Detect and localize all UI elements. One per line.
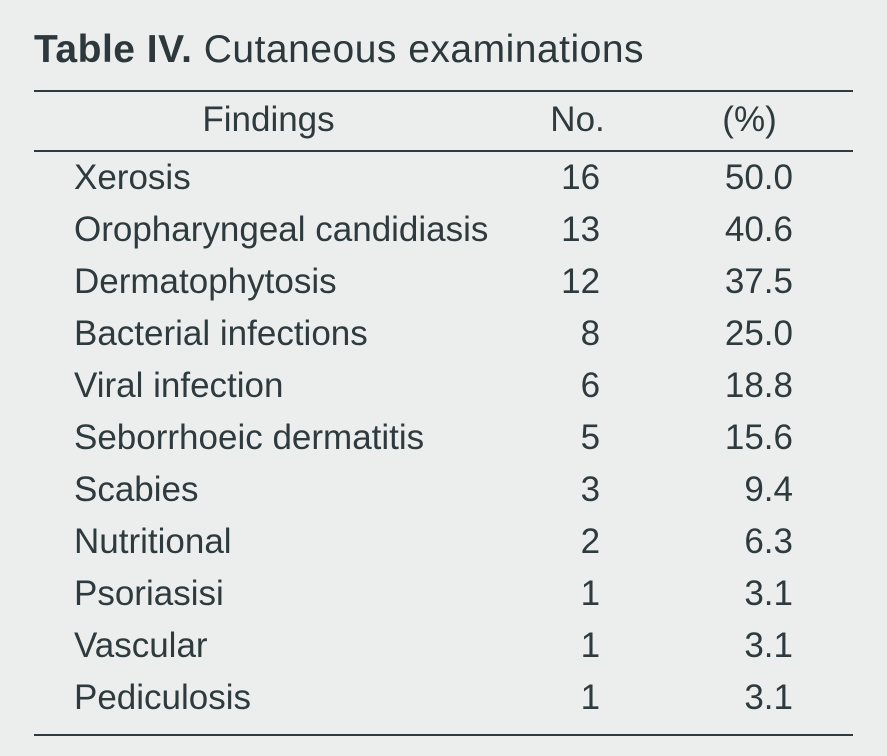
cell-finding: Bacterial infections (34, 308, 509, 360)
cell-pct: 37.5 (640, 256, 853, 308)
title-label-bold: Table IV. (34, 28, 192, 71)
cell-pct: 3.1 (640, 672, 853, 735)
col-header-no: No. (509, 91, 640, 151)
cell-finding: Pediculosis (34, 672, 509, 735)
cell-finding: Psoriasisi (34, 568, 509, 620)
cell-pct: 50.0 (640, 151, 853, 204)
cell-no: 6 (509, 360, 640, 412)
cell-pct: 25.0 (640, 308, 853, 360)
table-body: Xerosis 16 50.0 Oropharyngeal candidiasi… (34, 151, 853, 735)
cell-pct: 40.6 (640, 204, 853, 256)
cell-pct: 3.1 (640, 620, 853, 672)
table-row: Oropharyngeal candidiasis 13 40.6 (34, 204, 853, 256)
col-header-pct: (%) (640, 91, 853, 151)
header-row: Findings No. (%) (34, 91, 853, 151)
cell-pct: 18.8 (640, 360, 853, 412)
cell-no: 2 (509, 516, 640, 568)
table-container: Table IV. Cutaneous examinations Finding… (0, 0, 887, 756)
cell-finding: Oropharyngeal candidiasis (34, 204, 509, 256)
cell-finding: Seborrhoeic dermatitis (34, 412, 509, 464)
table-row: Viral infection 6 18.8 (34, 360, 853, 412)
data-table: Findings No. (%) Xerosis 16 50.0 Orophar… (34, 90, 853, 736)
table-title: Table IV. Cutaneous examinations (34, 28, 853, 72)
cell-no: 13 (509, 204, 640, 256)
table-row: Bacterial infections 8 25.0 (34, 308, 853, 360)
title-label-rest: Cutaneous examinations (192, 28, 644, 71)
cell-no: 5 (509, 412, 640, 464)
cell-finding: Nutritional (34, 516, 509, 568)
cell-pct: 9.4 (640, 464, 853, 516)
cell-pct: 6.3 (640, 516, 853, 568)
cell-no: 16 (509, 151, 640, 204)
cell-finding: Scabies (34, 464, 509, 516)
cell-finding: Viral infection (34, 360, 509, 412)
cell-pct: 3.1 (640, 568, 853, 620)
cell-no: 8 (509, 308, 640, 360)
cell-no: 1 (509, 568, 640, 620)
cell-no: 1 (509, 620, 640, 672)
table-row: Scabies 3 9.4 (34, 464, 853, 516)
table-row: Vascular 1 3.1 (34, 620, 853, 672)
cell-finding: Dermatophytosis (34, 256, 509, 308)
table-row: Pediculosis 1 3.1 (34, 672, 853, 735)
col-header-findings: Findings (34, 91, 509, 151)
cell-no: 12 (509, 256, 640, 308)
table-row: Psoriasisi 1 3.1 (34, 568, 853, 620)
table-row: Dermatophytosis 12 37.5 (34, 256, 853, 308)
cell-finding: Vascular (34, 620, 509, 672)
cell-finding: Xerosis (34, 151, 509, 204)
cell-pct: 15.6 (640, 412, 853, 464)
table-row: Nutritional 2 6.3 (34, 516, 853, 568)
table-row: Xerosis 16 50.0 (34, 151, 853, 204)
table-row: Seborrhoeic dermatitis 5 15.6 (34, 412, 853, 464)
cell-no: 1 (509, 672, 640, 735)
cell-no: 3 (509, 464, 640, 516)
